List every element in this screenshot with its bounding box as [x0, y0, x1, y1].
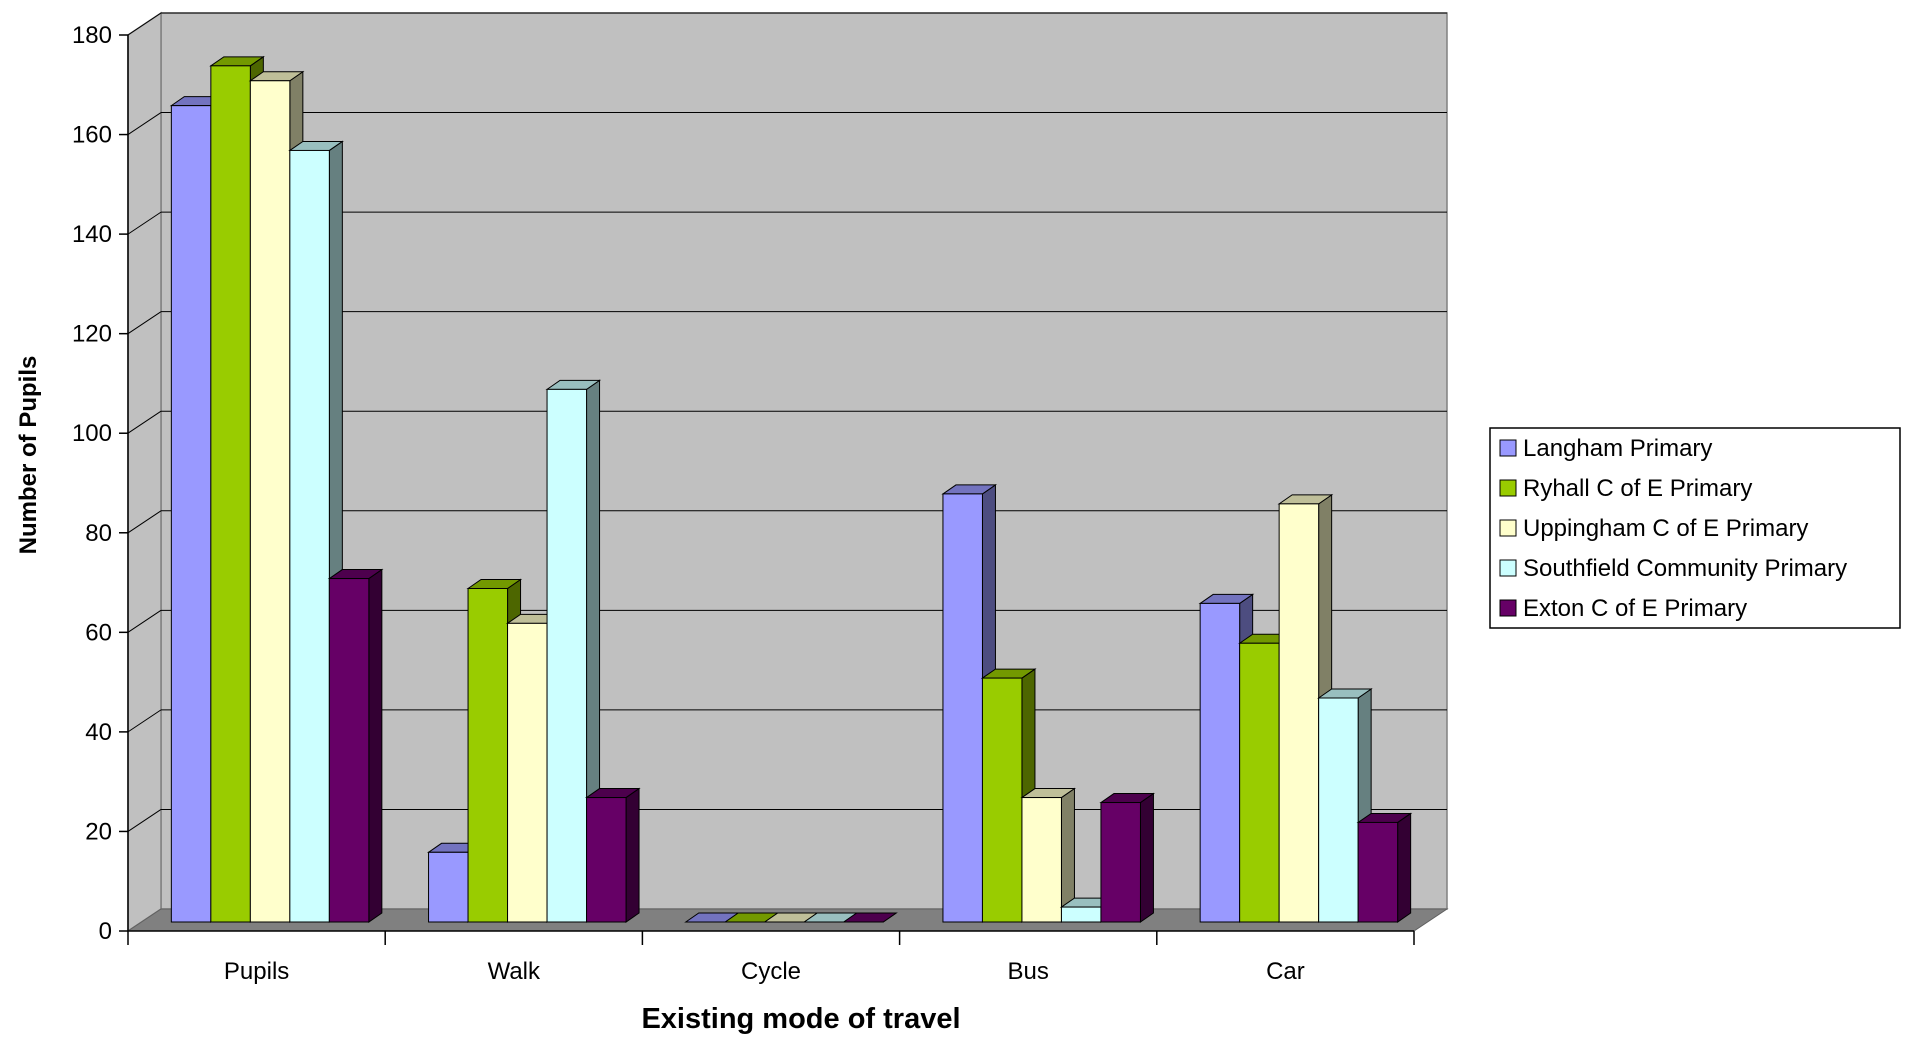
y-tick-label: 180	[72, 22, 112, 49]
tick-labels: 0 20 40 60 80 100 120 140 160 180 Pupils Walk Cycle B…	[72, 22, 1305, 985]
legend-swatch	[1499, 519, 1517, 537]
bar-front	[1239, 642, 1280, 923]
bar-front	[467, 587, 509, 923]
x-tick-label: Car	[1266, 958, 1305, 985]
legend-label: Southfield Community Primary	[1523, 555, 1847, 582]
y-tick-label: 60	[85, 619, 112, 646]
bar-side	[625, 787, 640, 923]
legend-label: Uppingham C of E Primary	[1523, 515, 1808, 542]
gridline-side	[127, 311, 162, 335]
x-tick-label: Cycle	[741, 958, 801, 985]
y-tick-label: 160	[72, 122, 112, 149]
bar-front	[1318, 697, 1359, 923]
legend-label: Ryhall C of E Primary	[1523, 475, 1752, 502]
x-tick-label: Pupils	[224, 958, 289, 985]
x-tick-label: Bus	[1008, 958, 1049, 985]
bar-front	[210, 65, 251, 923]
bar-front	[1357, 821, 1399, 923]
bar-front	[1060, 906, 1102, 923]
bar	[327, 568, 384, 923]
x-axis-title: Existing mode of travel	[641, 1003, 960, 1035]
bar	[1099, 792, 1156, 923]
legend-swatch	[1499, 559, 1517, 577]
bar-front	[1021, 797, 1062, 923]
gridline-side	[127, 709, 162, 733]
bar-front	[1100, 802, 1141, 923]
bar-front	[981, 677, 1023, 923]
gridline-side	[127, 12, 162, 36]
legend-swatch	[1499, 599, 1517, 617]
bar-front	[428, 851, 469, 923]
bar-front	[289, 149, 330, 923]
bar-front	[170, 105, 212, 923]
bar-front	[1199, 602, 1241, 923]
legend-box	[1489, 427, 1901, 629]
x-tick-label: Walk	[488, 958, 541, 985]
gridline-side	[127, 112, 162, 135]
bar-side	[1397, 812, 1412, 923]
bar-front	[546, 388, 588, 923]
y-tick-label: 120	[72, 321, 112, 348]
legend-label: Exton C of E Primary	[1523, 595, 1747, 622]
bar-front	[586, 797, 627, 923]
bar-side	[1139, 792, 1154, 923]
bar	[1356, 812, 1413, 923]
y-tick-label: 80	[85, 520, 112, 547]
axes	[119, 34, 1415, 945]
legend-label: Langham Primary	[1523, 435, 1712, 462]
legend-swatch	[1499, 439, 1517, 457]
gridline-side	[127, 211, 162, 235]
gridline-side	[127, 510, 162, 534]
bar-front	[249, 80, 291, 923]
bar	[842, 912, 898, 923]
y-tick-label: 0	[99, 918, 112, 945]
y-tick-label: 100	[72, 420, 112, 447]
y-tick-label: 140	[72, 221, 112, 248]
bar-front	[942, 493, 983, 923]
gridline-side	[127, 609, 162, 633]
bar-front	[1278, 503, 1320, 923]
side-wall	[127, 11, 162, 933]
y-tick-label: 20	[85, 818, 112, 845]
y-tick-label: 40	[85, 719, 112, 746]
bar-side	[368, 568, 383, 923]
legend-swatch	[1499, 479, 1517, 497]
bar-top	[842, 912, 898, 923]
bar	[584, 787, 641, 923]
bars	[169, 55, 1413, 923]
bar-front	[507, 622, 548, 923]
bar-front	[328, 578, 370, 923]
gridline-side	[127, 809, 162, 832]
legend: Langham Primary Ryhall C of E Primary Uppi…	[1489, 427, 1901, 629]
bar	[1020, 787, 1077, 923]
y-axis-title: Number of Pupils	[15, 356, 42, 555]
gridline-side	[127, 410, 162, 434]
